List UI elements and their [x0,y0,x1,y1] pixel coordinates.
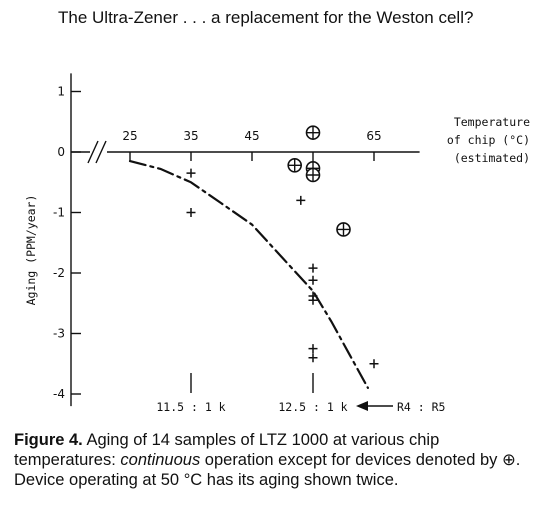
plus-point [186,208,196,217]
y-tick-label: -1 [53,206,65,220]
y-tick-label: 0 [57,145,65,159]
caption-text-2: operation except for devices denoted by … [14,451,521,489]
data-points-group [186,125,379,369]
page-header: The Ultra-Zener . . . a replacement for … [58,8,474,27]
circled-plus-point [305,167,321,183]
y-tick-label: 1 [57,85,65,99]
plus-point [308,344,318,354]
x-axis-title-line: (estimated) [454,151,530,165]
y-tick-label: -3 [53,327,65,341]
ratio-label: 12.5 : 1 k [278,400,347,414]
trend-line [128,160,369,389]
plus-point [308,275,318,285]
circled-plus-cross [288,158,302,172]
ratio-label: 11.5 : 1 k [156,400,225,414]
axis-break-mark [87,140,107,164]
figure-caption: Figure 4. Aging of 14 samples of LTZ 100… [14,430,534,490]
aging-chart: 1 0 -1 -2 -3 -4 25 35 45 65 Aging (PPM/year) Tempe… [24,73,530,414]
x-tick-label: 35 [183,129,198,143]
x-axis-title-line: Temperature [454,115,530,129]
plus-point [308,353,318,363]
plus-point [186,168,196,178]
chart-axes: 1 0 -1 -2 -3 -4 25 35 45 65 [53,73,420,407]
circled-plus-cross [337,222,350,236]
x-tick-label: 65 [366,129,381,143]
ratio-arrow-label: R4 : R5 [397,400,445,414]
circled-plus-cross [306,126,320,140]
plus-point [369,359,379,369]
caption-italic: continuous [120,451,201,469]
circled-plus-point [305,125,321,140]
caption-text-1: Aging of 14 samples of LTZ 1000 at vario… [14,431,440,469]
y-axis-title: Aging (PPM/year) [24,195,38,306]
circled-plus-cross [306,168,320,182]
y-tick-label: -4 [53,387,65,401]
trend-line-group [128,160,369,389]
plus-point [296,195,306,205]
caption-label: Figure 4. [14,431,83,449]
ratio-arrow-head [356,401,368,411]
x-tick-label: 45 [244,129,259,143]
circled-plus-point [336,222,351,237]
x-tick-label: 25 [122,129,137,143]
circled-plus-point [287,158,303,173]
chart-labels-group: Aging (PPM/year) Temperature of chip (°C) (… [24,115,530,414]
plus-point [308,295,318,305]
plus-point [308,263,318,273]
x-axis-title-line: of chip (°C) [447,133,530,147]
y-tick-label: -2 [53,266,65,280]
